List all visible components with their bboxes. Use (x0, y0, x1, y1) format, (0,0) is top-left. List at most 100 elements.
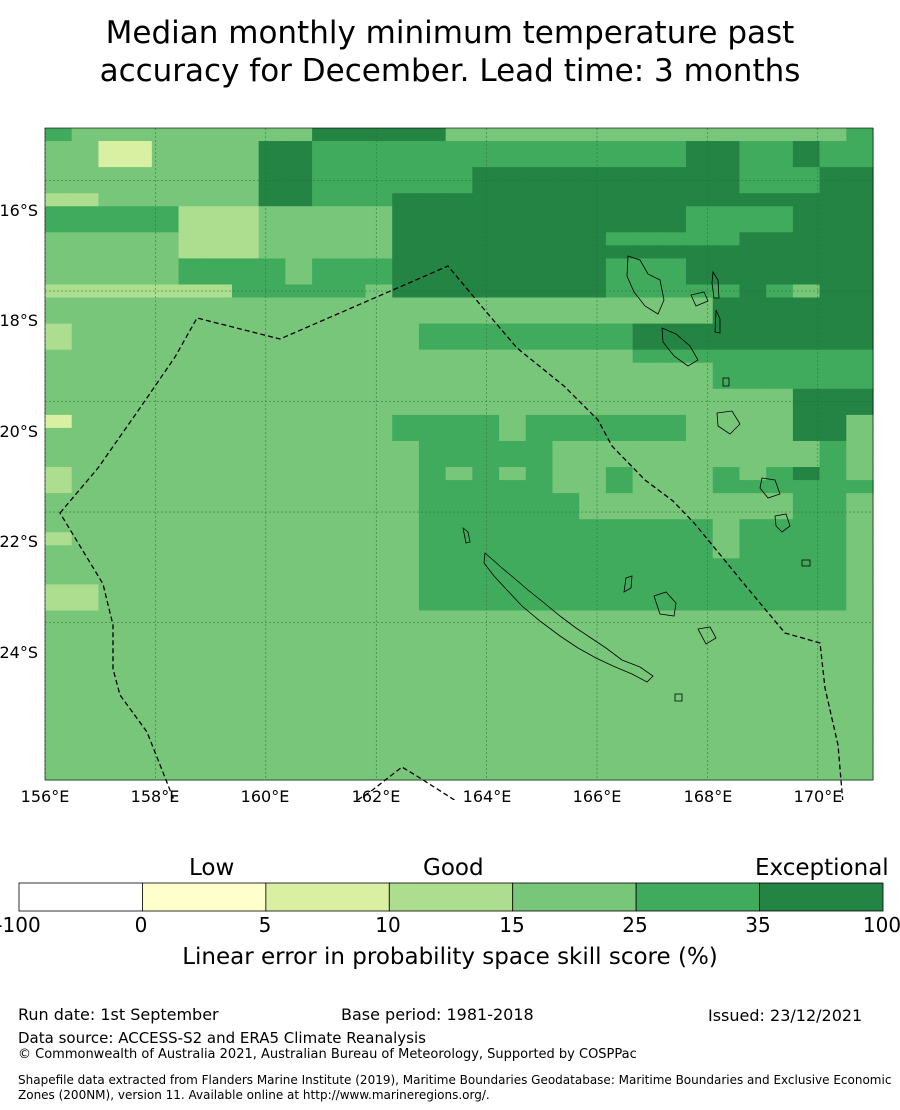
grid-cell (445, 610, 473, 625)
grid-cell (819, 154, 847, 168)
grid-cell (445, 388, 473, 403)
grid-cell (472, 336, 500, 351)
grid-cell (739, 154, 767, 168)
grid-cell (338, 401, 367, 416)
grid-cell (98, 375, 126, 390)
grid-cell (525, 284, 554, 299)
grid-cell (285, 727, 313, 742)
grid-cell (365, 727, 393, 742)
grid-cell (365, 584, 393, 599)
grid-cell (178, 519, 206, 533)
grid-cell (178, 128, 206, 142)
grid-cell (739, 584, 767, 599)
grid-cell (231, 284, 260, 299)
grid-cell (579, 766, 607, 781)
grid-cell (659, 688, 687, 703)
grid-cell (472, 375, 500, 390)
grid-cell (445, 323, 473, 338)
grid-cell (71, 584, 100, 599)
grid-cell (71, 297, 100, 312)
grid-cell (659, 271, 687, 286)
grid-cell (766, 493, 794, 507)
grid-cell (445, 493, 473, 507)
grid-cell (98, 128, 126, 142)
grid-cell (766, 167, 794, 181)
grid-cell (739, 349, 767, 364)
grid-cell (392, 258, 420, 273)
colorbar-tick: 10 (375, 913, 401, 937)
grid-cell (45, 154, 73, 168)
grid-cell (71, 506, 100, 520)
grid-cell (338, 414, 367, 429)
grid-cell (418, 180, 447, 194)
grid-cell (499, 232, 527, 246)
grid-cell (659, 727, 687, 742)
grid-cell (525, 571, 554, 585)
grid-cell (445, 128, 473, 142)
grid-cell (45, 766, 73, 781)
grid-cell (205, 701, 233, 716)
grid-cell (205, 401, 233, 416)
grid-cell (365, 154, 393, 168)
grid-cell (71, 232, 100, 246)
grid-cell (151, 427, 180, 442)
grid-cell (846, 362, 874, 377)
grid-cell (178, 141, 206, 155)
grid-cell (418, 323, 447, 338)
grid-cell (392, 323, 420, 338)
grid-cell (338, 649, 367, 664)
grid-cell (338, 467, 367, 481)
grid-cell (151, 323, 180, 338)
grid-cell (739, 714, 767, 729)
grid-cell (418, 141, 447, 155)
grid-cell (846, 193, 874, 207)
grid-cell (525, 414, 554, 429)
grid-cell (659, 753, 687, 768)
grid-cell (739, 414, 767, 429)
grid-cell (418, 154, 447, 168)
grid-cell (45, 440, 73, 455)
grid-cell (579, 284, 607, 299)
grid-cell (846, 649, 874, 664)
grid-cell (71, 753, 100, 768)
grid-cell (365, 167, 393, 181)
legend-heading-good: Good (423, 855, 484, 881)
grid-cell (365, 740, 393, 755)
grid-cell (285, 193, 313, 207)
grid-cell (98, 388, 126, 403)
grid-cell (392, 688, 420, 703)
grid-cell (178, 623, 206, 638)
grid-cell (819, 362, 847, 377)
grid-cell (365, 610, 393, 625)
grid-cell (205, 167, 233, 181)
grid-cell (712, 558, 741, 572)
grid-cell (231, 571, 260, 585)
grid-cell (659, 310, 687, 325)
grid-cell (819, 558, 847, 572)
grid-cell (579, 714, 607, 729)
grid-cell (98, 284, 126, 299)
skill-score-map (44, 127, 874, 800)
grid-cell (45, 740, 73, 755)
grid-cell (632, 727, 660, 742)
grid-cell (392, 271, 420, 286)
grid-cell (205, 519, 233, 533)
grid-cell (766, 193, 794, 207)
grid-cell (178, 467, 206, 481)
grid-cell (792, 701, 821, 716)
grid-cell (312, 323, 340, 338)
grid-cell (231, 649, 260, 664)
grid-cell (258, 154, 286, 168)
grid-cell (792, 258, 821, 273)
chart-title: Median monthly minimum temperature past … (0, 14, 900, 90)
grid-cell (205, 636, 233, 651)
grid-cell (45, 167, 73, 181)
grid-cell (312, 506, 340, 520)
grid-cell (338, 584, 367, 599)
grid-cell (739, 193, 767, 207)
grid-cell (45, 688, 73, 703)
grid-cell (659, 128, 687, 142)
grid-cell (579, 636, 607, 651)
grid-cell (45, 336, 73, 351)
grid-cell (579, 271, 607, 286)
